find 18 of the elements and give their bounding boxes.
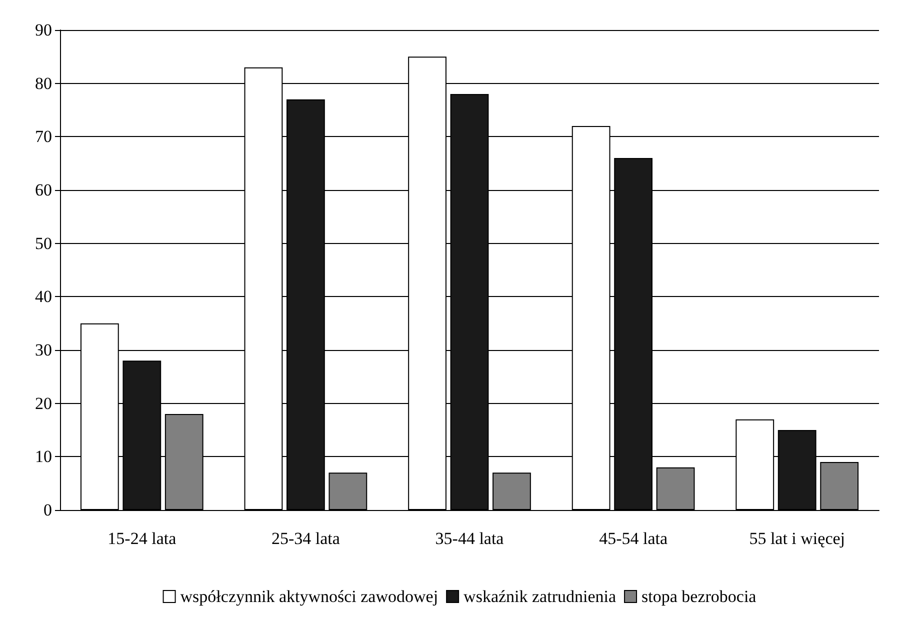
y-tick-label: 20 <box>35 394 52 413</box>
y-tick-label: 40 <box>35 287 52 306</box>
x-tick-label: 15-24 lata <box>108 529 177 548</box>
y-tick-label: 30 <box>35 340 52 360</box>
y-tick-label: 50 <box>35 234 52 253</box>
y-tick-label: 90 <box>35 20 52 40</box>
x-tick-label: 55 lat i więcej <box>749 529 846 548</box>
legend-label: współczynnik aktywności zawodowej <box>180 587 438 606</box>
y-tick-label: 70 <box>35 127 52 146</box>
y-tick-label: 10 <box>35 447 52 466</box>
y-tick-label: 60 <box>35 180 52 200</box>
y-tick-label: 0 <box>44 500 52 520</box>
legend-label: stopa bezrobocia <box>642 587 757 606</box>
y-tick-label: 80 <box>35 74 52 93</box>
x-tick-label: 35-44 lata <box>435 529 504 548</box>
x-tick-label: 45-54 lata <box>599 529 668 548</box>
x-tick-label: 25-34 lata <box>271 529 340 548</box>
legend-label: wskaźnik zatrudnienia <box>464 587 616 606</box>
